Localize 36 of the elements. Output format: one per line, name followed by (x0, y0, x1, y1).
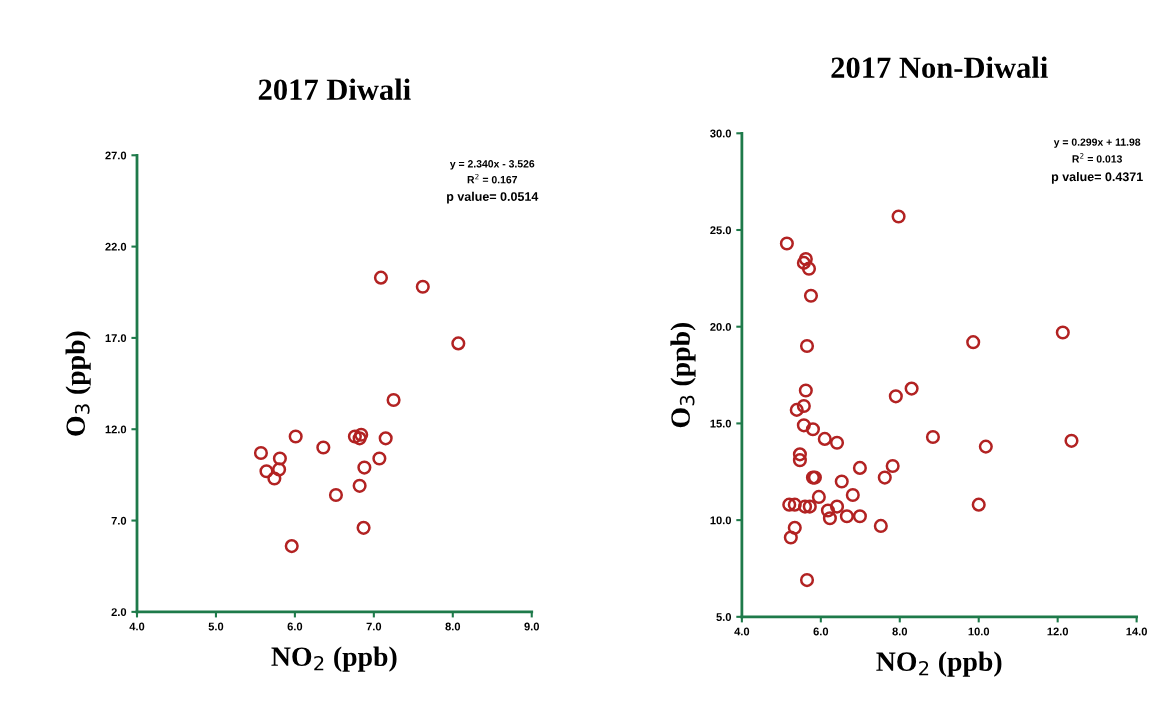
y-tick-label: 10.0 (710, 516, 732, 525)
x-tick-label: 9.0 (524, 622, 540, 631)
y-axis-title: O$_{3}$ (ppb) (670, 322, 696, 428)
x-tick-label: 7.0 (366, 622, 382, 631)
y-tick-label: 2.0 (111, 608, 127, 616)
y-tick-label: 20.0 (710, 322, 732, 331)
x-tick-label: 10.0 (968, 627, 990, 636)
y-tick-label: 12.0 (105, 425, 127, 434)
annotation: p value= 0.0514 (447, 191, 539, 204)
annotation: p value= 0.4371 (1051, 171, 1143, 184)
x-axis-title: NO$_{2}$ (ppb) (876, 651, 1002, 677)
x-tick-label: 14.0 (1126, 627, 1147, 636)
x-tick-label: 8.0 (445, 622, 461, 631)
annotation: R$^{2}$ = 0.013 (1072, 153, 1122, 163)
annotation: y = 2.340x - 3.526 (449, 160, 535, 170)
x-tick-label: 8.0 (892, 627, 908, 636)
x-tick-label: 4.0 (734, 627, 750, 636)
chart-title: 2017 Diwali (258, 78, 411, 101)
y-tick-label: 15.0 (710, 419, 732, 428)
chart-title: 2017 Non-Diwali (831, 56, 1048, 79)
x-tick-label: 6.0 (813, 627, 829, 636)
x-tick-label: 12.0 (1047, 627, 1069, 636)
x-tick-label: 4.0 (129, 622, 145, 631)
annotation: R$^{2}$ = 0.167 (467, 173, 518, 184)
y-tick-label: 5.0 (716, 613, 732, 621)
x-tick-label: 5.0 (208, 622, 224, 631)
y-axis-title: O$_{3}$ (ppb) (65, 331, 91, 436)
y-tick-label: 7.0 (111, 516, 127, 525)
y-tick-label: 30.0 (710, 129, 732, 138)
y-tick-label: 25.0 (710, 226, 732, 235)
x-tick-label: 6.0 (287, 622, 303, 631)
y-tick-label: 27.0 (105, 151, 127, 160)
x-axis-title: NO$_{2}$ (ppb) (271, 646, 397, 672)
y-tick-label: 22.0 (105, 242, 127, 251)
y-tick-label: 17.0 (105, 334, 127, 343)
annotation: y = 0.299x + 11.98 (1053, 138, 1141, 148)
